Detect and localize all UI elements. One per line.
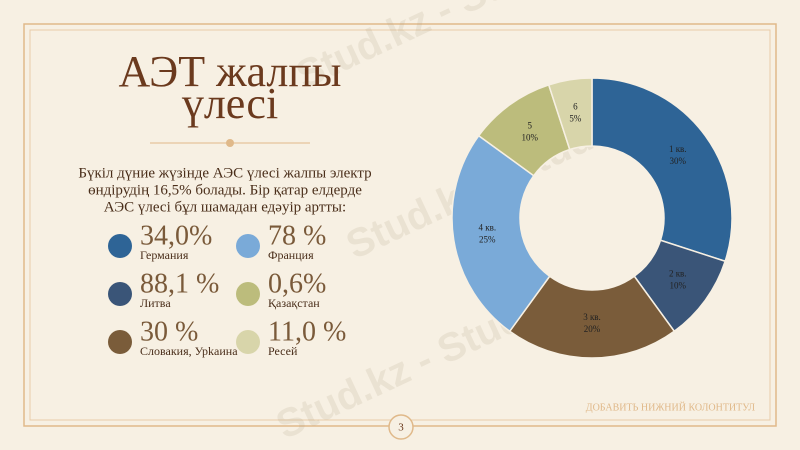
donut-slice [508, 275, 676, 359]
stat-dot [108, 234, 132, 258]
slice-label: 5% [569, 113, 582, 123]
stat-value: 11,0 % [268, 316, 346, 347]
title-line: үлесі [182, 79, 278, 128]
paragraph-line: Бүкіл дүние жүзінде АЭС үлесі жалпы элек… [78, 165, 371, 181]
slice-category: 5 [527, 120, 532, 130]
paragraph-line: өндірудің 16,5% болады. Бір қатар елдерд… [88, 182, 362, 198]
slice-label: 20% [584, 324, 601, 334]
stat-dot [108, 330, 132, 354]
slice-category: 4 кв. [478, 223, 496, 233]
slice-category: 2 кв. [669, 268, 687, 278]
stat-dot [236, 234, 260, 258]
stat-label: Словакия, Урkаина [140, 344, 238, 358]
slice-label: 25% [479, 235, 496, 245]
donut-slice [591, 77, 733, 263]
stat-label: Қазақстан [268, 296, 320, 310]
slice-label: 10% [521, 132, 538, 142]
stat-dot [236, 330, 260, 354]
stat-label: Франция [268, 248, 314, 262]
slice-label: 10% [670, 280, 687, 290]
slice-category: 3 кв. [583, 312, 601, 322]
title-line: АЭТ жалпы [119, 47, 342, 96]
stat-label: Литва [140, 296, 171, 310]
stat-value: 88,1 % [140, 268, 219, 299]
donut-slice [547, 77, 593, 151]
stat-dot [108, 282, 132, 306]
page-badge [388, 414, 414, 440]
donut-slice [451, 134, 551, 333]
stat-value: 34,0% [140, 220, 212, 251]
stat-label: Ресей [268, 344, 298, 358]
slice-category: 1 кв. [669, 144, 687, 154]
stat-value: 0,6% [268, 268, 326, 299]
page-number: 3 [398, 422, 404, 434]
stat-value: 30 % [140, 316, 198, 347]
slice-label: 30% [670, 156, 687, 166]
slice-category: 6 [573, 101, 578, 111]
stat-label: Германия [140, 248, 189, 262]
footer: ДОБАВИТЬ НИЖНИЙ КОЛОНТИТУЛ [586, 401, 755, 413]
paragraph-line: АЭС үлесі бұл шамадан едәуір артты: [104, 199, 346, 215]
stat-value: 78 % [268, 220, 326, 251]
title-ornament [226, 139, 234, 147]
stat-dot [236, 282, 260, 306]
